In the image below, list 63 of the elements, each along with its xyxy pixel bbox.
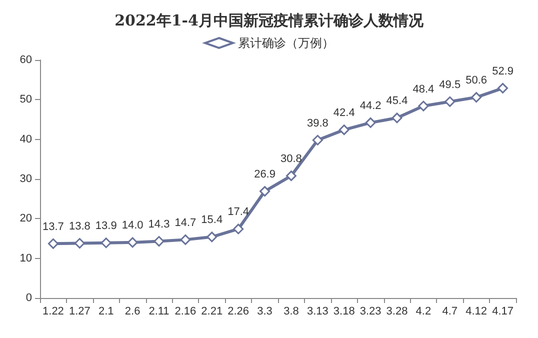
data-label: 52.9 — [492, 65, 514, 78]
data-label: 15.4 — [201, 214, 223, 226]
data-label: 13.9 — [95, 220, 117, 232]
x-tick-label: 2.16 — [174, 306, 196, 318]
data-label: 39.8 — [306, 117, 328, 130]
x-tick-label: 4.7 — [442, 306, 458, 318]
y-tick-label: 60 — [20, 54, 32, 66]
point — [260, 186, 270, 197]
point — [206, 232, 218, 242]
chart-title: 2022年1-4月中国新冠疫情累计确诊人数情况 — [114, 12, 424, 30]
point — [471, 92, 482, 103]
data-label: 17.4 — [228, 206, 250, 218]
data-label: 44.2 — [360, 100, 382, 112]
x-tick-label: 3.18 — [333, 306, 355, 318]
point — [498, 82, 508, 94]
point — [154, 236, 164, 247]
point — [418, 100, 429, 112]
data-label: 50.6 — [466, 74, 488, 87]
point — [312, 134, 323, 146]
x-tick-label: 3.28 — [386, 306, 408, 318]
x-tick-label: 2.21 — [201, 306, 223, 318]
point — [286, 170, 296, 182]
y-tick-label: 40 — [20, 133, 32, 146]
y-tick-label: 20 — [20, 212, 32, 225]
data-label: 13.8 — [68, 220, 90, 233]
x-tick-label: 3.3 — [257, 306, 272, 318]
point — [74, 238, 85, 249]
x-tick-label: 2.26 — [228, 306, 250, 318]
point — [444, 96, 456, 107]
point — [180, 234, 191, 245]
data-label: 14.3 — [148, 218, 170, 231]
data-label: 13.7 — [42, 220, 64, 233]
data-label: 14.7 — [174, 216, 196, 229]
x-tick-label: 3.23 — [360, 306, 382, 318]
x-tick-label: 2.1 — [98, 306, 114, 318]
x-tick-label: 2.11 — [148, 306, 170, 318]
y-tick-label: 30 — [20, 173, 32, 185]
y-tick-label: 50 — [20, 94, 32, 106]
x-tick-label: 4.17 — [492, 306, 514, 318]
data-label: 30.8 — [280, 153, 302, 166]
y-tick-label: 0 — [26, 292, 32, 304]
data-label: 26.9 — [254, 168, 276, 181]
point — [392, 112, 402, 124]
x-tick-label: 3.8 — [284, 306, 299, 318]
point — [365, 117, 376, 128]
point — [48, 238, 58, 249]
x-tick-label: 3.13 — [306, 306, 328, 318]
data-label: 49.5 — [439, 78, 461, 91]
x-tick-label: 1.27 — [68, 306, 90, 318]
point — [338, 124, 350, 136]
data-label: 42.4 — [333, 107, 355, 120]
data-label: 48.4 — [412, 83, 434, 96]
point — [100, 238, 112, 248]
x-tick-label: 4.12 — [466, 306, 488, 318]
legend-label: 累计确诊（万例） — [238, 36, 334, 50]
x-tick-label: 1.22 — [42, 306, 64, 318]
x-tick-label: 4.2 — [416, 306, 432, 318]
point — [127, 237, 138, 248]
data-label: 45.4 — [386, 95, 408, 108]
x-tick-label: 2.6 — [124, 306, 140, 318]
y-tick-label: 10 — [20, 252, 32, 264]
point — [233, 224, 244, 234]
data-label: 14.0 — [122, 220, 144, 232]
